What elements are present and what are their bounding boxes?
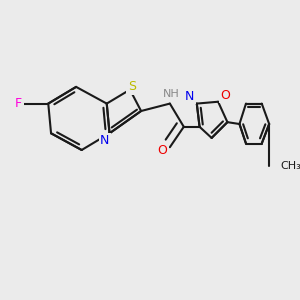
Text: CH₃: CH₃ bbox=[280, 161, 300, 171]
Text: O: O bbox=[158, 143, 167, 157]
Text: NH: NH bbox=[163, 89, 180, 99]
Text: F: F bbox=[15, 97, 22, 110]
Text: S: S bbox=[128, 80, 136, 93]
Text: O: O bbox=[220, 89, 230, 102]
Text: N: N bbox=[100, 134, 110, 147]
Text: N: N bbox=[185, 90, 194, 103]
